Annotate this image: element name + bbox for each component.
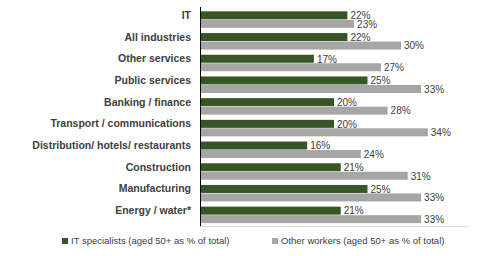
data-label: 31%	[411, 171, 431, 182]
bar	[200, 55, 314, 63]
legend-swatch	[272, 238, 278, 244]
legend: IT specialists (aged 50+ as % of total) O…	[62, 235, 444, 246]
data-label: 30%	[404, 40, 424, 51]
legend-label: Other workers (aged 50+ as % of total)	[281, 235, 444, 246]
value-axis-line	[200, 226, 468, 227]
bar	[200, 33, 347, 41]
labels: IT22%23%All industries22%30%Other servic…	[32, 9, 451, 225]
data-label: 27%	[384, 62, 404, 73]
category-label: Banking / finance	[104, 96, 191, 108]
data-label: 33%	[424, 214, 444, 225]
legend-label: IT specialists (aged 50+ as % of total)	[71, 235, 230, 246]
bar	[200, 172, 408, 180]
chart: IT22%23%All industries22%30%Other servic…	[0, 0, 500, 256]
data-label: 24%	[364, 149, 384, 160]
data-label: 34%	[431, 127, 451, 138]
bar	[200, 163, 341, 171]
bar	[200, 107, 388, 115]
bar	[200, 98, 334, 106]
bar	[200, 207, 341, 215]
data-label: 21%	[344, 162, 364, 173]
data-label: 22%	[350, 32, 370, 43]
bar	[200, 11, 347, 19]
data-label: 28%	[391, 105, 411, 116]
bars	[200, 11, 428, 223]
data-label: 16%	[310, 140, 330, 151]
bar	[200, 120, 334, 128]
bar	[200, 63, 381, 71]
bar	[200, 76, 368, 84]
data-label: 23%	[357, 19, 377, 30]
data-label: 33%	[424, 84, 444, 95]
data-label: 25%	[371, 184, 391, 195]
category-label: Energy / water*	[115, 204, 192, 216]
legend-swatch	[62, 238, 68, 244]
category-axis-line	[200, 7, 201, 226]
category-label: Transport / communications	[50, 117, 191, 129]
data-label: 20%	[337, 119, 357, 130]
category-label: Distribution/ hotels/ restaurants	[32, 139, 191, 151]
data-label: 21%	[344, 205, 364, 216]
bar	[200, 142, 307, 150]
category-label: IT	[182, 9, 192, 21]
category-label: All industries	[124, 31, 191, 43]
category-label: Other services	[118, 52, 191, 64]
data-label: 17%	[317, 54, 337, 65]
data-label: 25%	[371, 75, 391, 86]
bar	[200, 215, 421, 223]
bar	[200, 128, 428, 136]
data-label: 20%	[337, 97, 357, 108]
category-label: Construction	[126, 161, 191, 173]
bar	[200, 42, 401, 50]
category-label: Manufacturing	[119, 182, 191, 194]
bar	[200, 20, 354, 28]
bar	[200, 185, 368, 193]
data-label: 33%	[424, 192, 444, 203]
category-label: Public services	[115, 74, 192, 86]
bar	[200, 150, 361, 158]
